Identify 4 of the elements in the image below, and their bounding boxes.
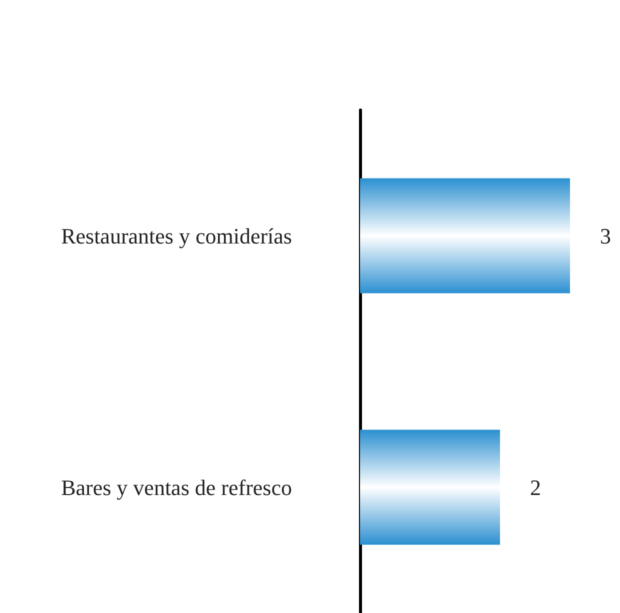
data-label: 2 xyxy=(530,474,541,500)
y-tick-label: Restaurantes y comiderías xyxy=(61,223,292,248)
data-label: 3 xyxy=(600,223,611,248)
y-tick-label: Bares y ventas de refresco xyxy=(61,474,292,500)
